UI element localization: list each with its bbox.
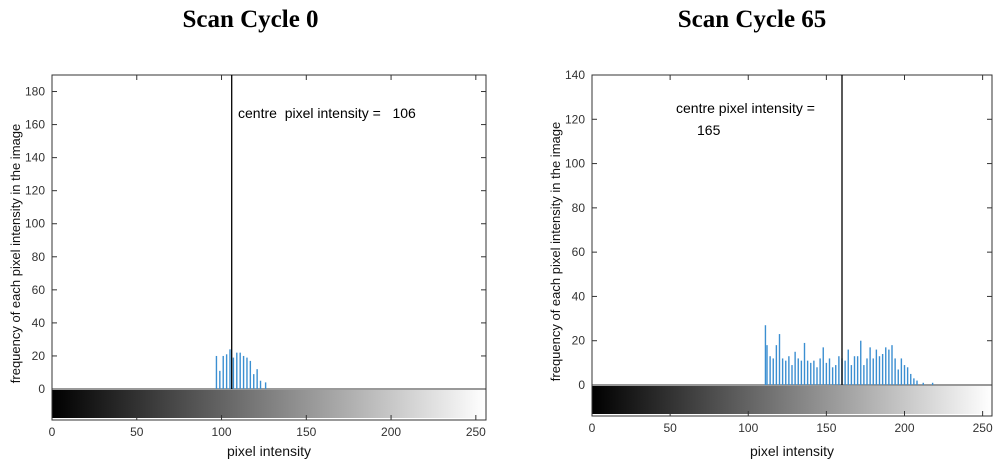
y-tick-label: 0 (38, 382, 45, 396)
y-tick-label: 0 (578, 378, 585, 392)
grayscale-colorbar (52, 390, 486, 418)
x-tick-label: 50 (663, 421, 677, 435)
x-tick-label: 100 (212, 425, 232, 439)
x-tick-label: 200 (381, 425, 401, 439)
x-tick-label: 150 (296, 425, 316, 439)
x-axis-label: pixel intensity (227, 443, 311, 459)
x-tick-label: 50 (130, 425, 144, 439)
x-tick-label: 150 (816, 421, 836, 435)
y-tick-label: 60 (32, 283, 46, 297)
y-tick-label: 80 (572, 201, 586, 215)
y-tick-label: 20 (32, 349, 46, 363)
y-tick-label: 40 (32, 316, 46, 330)
x-tick-label: 0 (589, 421, 596, 435)
y-tick-label: 20 (572, 334, 586, 348)
centre-intensity-annotation: centre pixel intensity = 106 (238, 105, 416, 121)
x-tick-label: 0 (49, 425, 56, 439)
y-tick-label: 180 (25, 85, 45, 99)
y-tick-label: 140 (25, 151, 45, 165)
y-tick-label: 40 (572, 289, 586, 303)
y-axis-label: frequency of each pixel intensity in the… (8, 124, 23, 383)
y-tick-label: 100 (25, 217, 45, 231)
chart-panel-scan-cycle-65: Scan Cycle 65 0 50 100 150 200 250 0 20 40 60 80 10… (501, 0, 1003, 465)
y-tick-label: 120 (565, 112, 585, 126)
y-axis-label: frequency of each pixel intensity in the… (548, 122, 563, 381)
y-tick-label: 80 (32, 250, 46, 264)
y-tick-label: 160 (25, 118, 45, 132)
chart-title: Scan Cycle 0 (182, 6, 319, 33)
chart-title: Scan Cycle 65 (677, 6, 827, 33)
histogram-chart-scan-cycle-65: 0 50 100 150 200 250 0 20 40 60 80 100 120 140 pixel i… (548, 68, 993, 459)
chart-panel-scan-cycle-0: Scan Cycle 0 0 50 100 150 200 250 0 20 40 60 80 100… (0, 0, 501, 465)
annotation-line-2: 165 (697, 122, 721, 138)
y-tick-label: 120 (25, 184, 45, 198)
y-tick-label: 60 (572, 245, 586, 259)
x-tick-label: 100 (738, 421, 758, 435)
y-tick-label: 100 (565, 157, 585, 171)
axes-frame (51, 74, 487, 421)
y-tick-label: 140 (565, 68, 585, 82)
axes-frame (591, 74, 993, 417)
histogram-chart-scan-cycle-0: 0 50 100 150 200 250 0 20 40 60 80 100 120 140 160 180 p… (8, 74, 487, 459)
annotation-line-1: centre pixel intensity = (676, 100, 815, 116)
x-axis-label: pixel intensity (750, 443, 834, 459)
x-tick-label: 250 (466, 425, 486, 439)
x-tick-label: 250 (973, 421, 993, 435)
grayscale-colorbar (592, 386, 992, 414)
x-tick-label: 200 (894, 421, 914, 435)
